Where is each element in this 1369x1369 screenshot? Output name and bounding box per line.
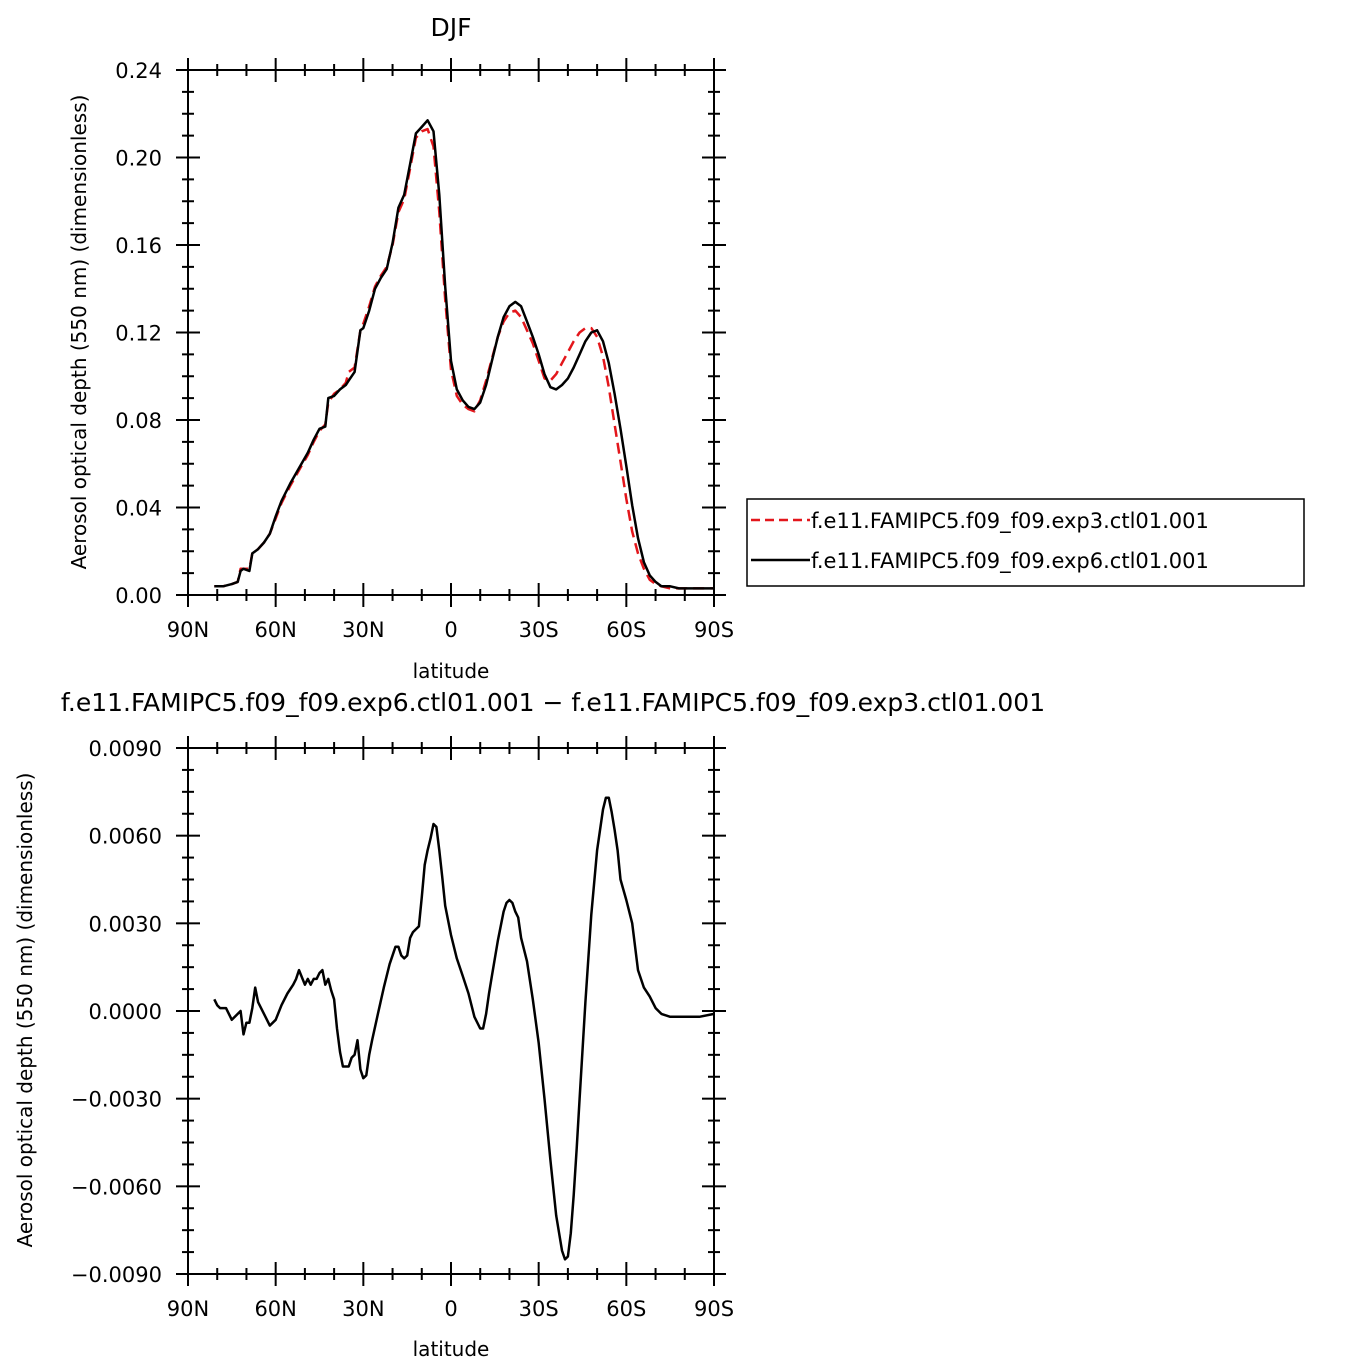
bottom-panel-ticks: 90N 60N 30N 0 30S 60S 90S −0.0090 −0.0060 −0.0030… [71,736,734,1321]
x-tick-label: 60S [606,1297,646,1321]
bottom-panel-lines [213,796,715,1261]
y-tick-label: 0.0030 [89,912,162,936]
top-panel-lines [214,119,714,590]
series-line-1 [214,127,714,590]
top-panel-frame [187,69,715,596]
x-tick-label: 90S [694,618,734,642]
legend-label-exp3: f.e11.FAMIPC5.f09_f09.exp3.ctl01.001 [811,509,1209,534]
y-tick-label: 0.24 [115,59,162,83]
top-panel-title: DJF [430,13,471,42]
x-tick-label: 0 [444,618,457,642]
y-tick-label: 0.04 [115,497,162,521]
legend-label-exp6: f.e11.FAMIPC5.f09_f09.exp6.ctl01.001 [811,549,1209,574]
bottom-panel-title: f.e11.FAMIPC5.f09_f09.exp6.ctl01.001 − f… [61,688,1045,717]
x-tick-label: 60S [606,618,646,642]
top-panel-xlabel: latitude [413,659,490,683]
y-tick-label: −0.0030 [71,1088,162,1112]
x-tick-label: 30S [519,1297,559,1321]
y-tick-label: −0.0090 [71,1263,162,1287]
x-tick-label: 30S [519,618,559,642]
x-tick-label: 90N [167,618,209,642]
bottom-panel-ylabel: Aerosol optical depth (550 nm) (dimensio… [13,773,37,1248]
series-line-1 [213,796,715,1261]
y-tick-label: 0.0090 [89,737,162,761]
y-tick-label: 0.08 [115,409,162,433]
y-tick-label: 0.0000 [89,1000,162,1024]
bottom-panel-frame [187,747,715,1275]
y-tick-label: −0.0060 [71,1175,162,1199]
legend-box [746,498,1305,587]
y-tick-label: 0.0060 [89,825,162,849]
top-panel: DJF 90N 60N 30N 0 30S 60S 90S 0.00 0.04 0.08 0.12 0… [67,13,1305,683]
y-tick-label: 0.00 [115,584,162,608]
top-panel-ylabel: Aerosol optical depth (550 nm) (dimensio… [67,95,91,570]
x-tick-label: 60N [254,618,296,642]
x-tick-label: 30N [342,1297,384,1321]
bottom-panel-xlabel: latitude [413,1337,490,1361]
series-line-2 [214,119,714,590]
y-tick-label: 0.20 [115,147,162,171]
y-tick-label: 0.12 [115,322,162,346]
x-tick-label: 90S [694,1297,734,1321]
x-tick-label: 60N [254,1297,296,1321]
x-tick-label: 30N [342,618,384,642]
x-tick-label: 0 [444,1297,457,1321]
bottom-panel: f.e11.FAMIPC5.f09_f09.exp6.ctl01.001 − f… [13,688,1045,1361]
legend: f.e11.FAMIPC5.f09_f09.exp3.ctl01.001 f.e… [746,498,1305,587]
y-tick-label: 0.16 [115,234,162,258]
x-tick-label: 90N [167,1297,209,1321]
